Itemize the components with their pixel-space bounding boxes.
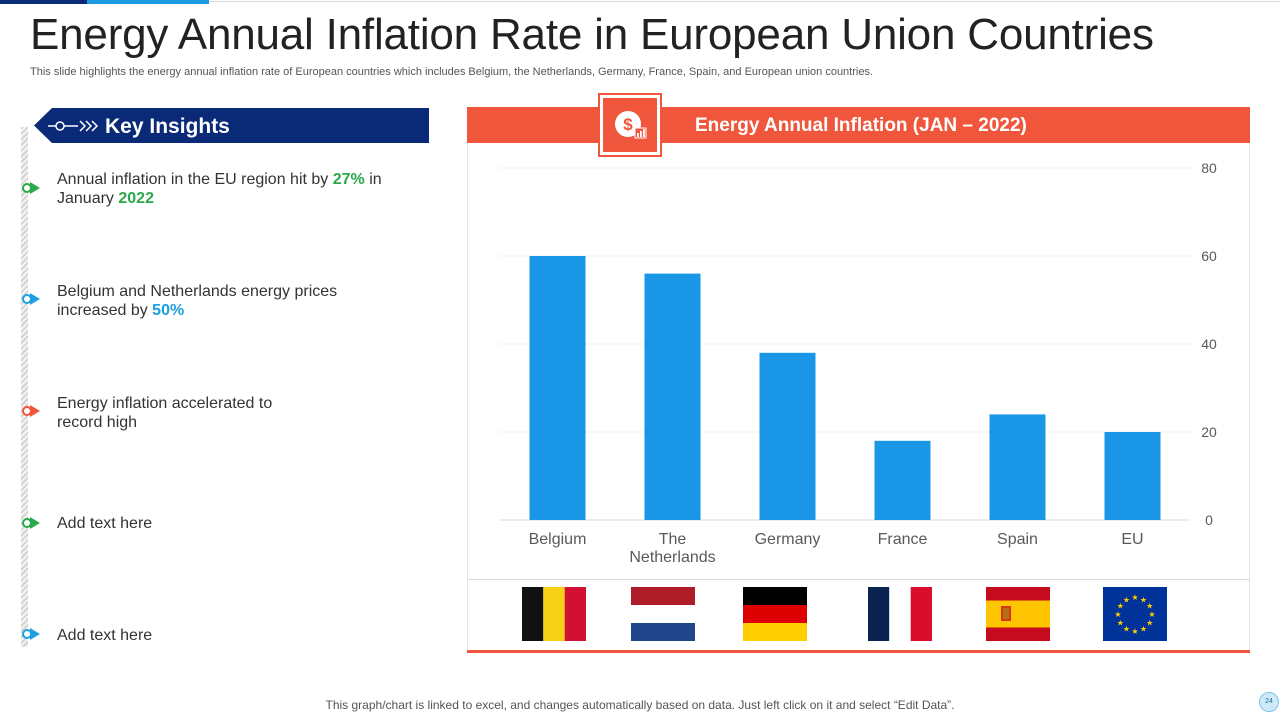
eu-flag: ★ ★★★★★★★★★★★ [1103,587,1167,641]
y-tick-label: 80 [1201,160,1217,176]
bullet-marker-icon [22,405,40,417]
germany-flag [743,587,807,641]
insight-item-3: Energy inflation accelerated to record h… [57,395,273,431]
eu-star-icon: ★ [1148,610,1155,619]
flags-divider [467,579,1250,580]
slide-subtitle: This slide highlights the energy annual … [30,66,874,78]
eu-star-icon: ★ [1140,625,1147,634]
dollar-chart-icon: $ [615,111,647,139]
bullet-marker-icon [22,182,40,194]
arrow-icon [48,120,99,132]
x-tick-label: Netherlands [629,549,715,566]
footer-note: This graph/chart is linked to excel, and… [325,698,955,712]
bullet-marker-icon [22,628,40,640]
chart-header-bar [467,107,1250,143]
slide-title: Energy Annual Inflation Rate in European… [30,10,1154,59]
eu-star-icon: ★ [1114,610,1121,619]
x-tick-label: EU [1121,531,1143,548]
key-insights-heading: Key Insights [105,115,230,138]
bar-france[interactable] [874,440,931,520]
eu-star-icon: ★ [1117,602,1124,611]
insight-item-5: Add text here [57,627,153,644]
x-tick-label: Spain [997,531,1038,548]
x-tick-label: Belgium [529,531,587,548]
france-flag [868,587,932,641]
bar-germany[interactable] [759,352,816,520]
eu-star-icon: ★ [1131,627,1138,636]
y-tick-label: 20 [1201,424,1217,440]
spain-flag [986,587,1050,641]
insight-item-4: Add text here [57,515,153,532]
chart-title: Energy Annual Inflation (JAN – 2022) [695,115,1027,136]
key-insights-banner [34,108,429,143]
panel-bottom-line [467,650,1250,653]
x-tick-label: The [659,531,687,548]
bullet-marker-icon [22,517,40,529]
eu-star-icon: ★ [1123,595,1130,604]
bar-belgium[interactable] [529,256,586,520]
svg-text:$: $ [623,115,633,134]
y-tick-label: 40 [1201,336,1217,352]
eu-star-icon: ★ [1146,619,1153,628]
top-accent-bar-dark [0,0,87,4]
belgium-flag [522,587,586,641]
top-divider [209,1,1280,2]
eu-star-icon: ★ [1146,602,1153,611]
netherlands-flag [631,587,695,641]
dollar-chart-icon-box: $ [598,93,662,157]
y-tick-label: 60 [1201,248,1217,264]
eu-star-icon: ★ [1123,625,1130,634]
eu-star-icon: ★ [1140,595,1147,604]
insight-item-2: Belgium and Netherlands energy prices in… [57,283,338,319]
insights-rail [21,127,28,647]
y-tick-label: 0 [1205,512,1213,528]
top-accent-bar-light [87,0,209,4]
bar-spain[interactable] [989,414,1046,520]
insight-item-1: Annual inflation in the EU region hit by… [57,171,382,207]
bar-eu[interactable] [1104,432,1161,520]
eu-star-icon: ★ [1117,619,1124,628]
page-number-badge: 24 [1259,692,1279,712]
x-tick-label: France [878,531,928,548]
bar-the-netherlands[interactable] [644,273,701,520]
chart-panel [467,143,1250,653]
bullet-marker-icon [22,293,40,305]
x-tick-label: Germany [755,531,821,548]
eu-star-icon: ★ [1131,593,1138,602]
